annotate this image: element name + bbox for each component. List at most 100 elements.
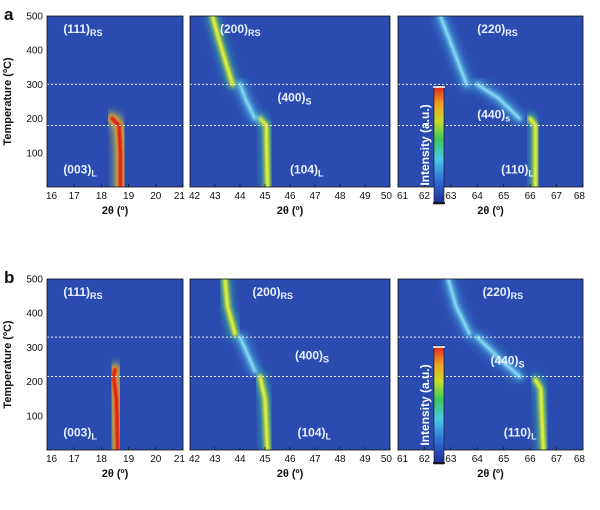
x-tick-label: 16 <box>46 191 58 202</box>
x-tick-label: 42 <box>189 191 201 202</box>
colorbar-label: Intensity (a.u.) <box>418 364 432 445</box>
heatmap-traces <box>219 279 274 450</box>
x-tick-label: 47 <box>309 191 321 202</box>
x-axis-label: 2θ (º) <box>277 205 304 217</box>
y-axis-label: Temperature (ºC) <box>2 320 14 408</box>
heatmap-traces <box>442 279 550 450</box>
x-tick-label: 61 <box>397 191 409 202</box>
heatmap-traces <box>106 279 125 450</box>
heatmap-traces <box>434 16 542 187</box>
heatmap-traces <box>105 16 128 187</box>
trace-core <box>239 83 256 120</box>
x-tick-label: 48 <box>334 454 346 465</box>
trace-core <box>111 367 120 450</box>
y-tick-label: 200 <box>26 377 43 388</box>
peak-annotation: (110)L <box>501 162 534 178</box>
x-tick-label: 66 <box>525 454 537 465</box>
subplot-frame <box>46 278 184 451</box>
colorbar-label: Intensity (a.u.) <box>418 104 432 185</box>
y-tick-label: 300 <box>26 80 43 91</box>
x-tick-label: 19 <box>123 191 135 202</box>
trace-core <box>476 336 521 378</box>
colorbar <box>433 85 445 205</box>
y-tick-label: 300 <box>26 343 43 354</box>
x-tick-label: 19 <box>123 454 135 465</box>
x-tick-label: 47 <box>309 454 321 465</box>
x-tick-label: 17 <box>69 454 81 465</box>
trace-core <box>211 16 234 86</box>
x-tick-label: 46 <box>284 454 296 465</box>
x-tick-label: 62 <box>419 191 431 202</box>
x-tick-label: 67 <box>551 191 563 202</box>
y-tick-label: 500 <box>26 275 43 286</box>
peak-annotation: (400)S <box>295 348 329 364</box>
panel-label: a <box>4 5 14 24</box>
x-tick-label: 64 <box>472 454 484 465</box>
peak-annotation: (110)L <box>504 425 537 441</box>
y-tick-label: 500 <box>26 12 43 23</box>
heatmap-background <box>398 16 583 187</box>
peak-annotation: (200)RS <box>220 22 261 38</box>
x-axis-label: 2θ (º) <box>277 468 304 480</box>
peak-annotation: (400)S <box>278 91 312 107</box>
x-tick-label: 20 <box>150 454 162 465</box>
x-tick-label: 63 <box>445 454 457 465</box>
trace-core <box>239 336 256 373</box>
peak-annotation: (104)L <box>298 425 332 441</box>
x-tick-label: 45 <box>259 454 271 465</box>
trace-core <box>223 279 237 335</box>
trace-core <box>439 16 468 86</box>
y-tick-label: 400 <box>26 46 43 57</box>
x-axis-label: 2θ (º) <box>477 468 504 480</box>
x-axis-label: 2θ (º) <box>102 205 129 217</box>
x-tick-label: 50 <box>381 191 393 202</box>
x-tick-label: 65 <box>498 454 510 465</box>
peak-annotation: (104)L <box>290 162 324 178</box>
x-tick-label: 65 <box>498 191 510 202</box>
x-tick-label: 61 <box>397 454 409 465</box>
trace-core <box>258 375 269 450</box>
peak-annotation: (440)S <box>491 354 525 370</box>
y-tick-label: 400 <box>26 309 43 320</box>
heatmap-background <box>190 279 390 450</box>
trace-core <box>534 378 545 450</box>
y-tick-label: 200 <box>26 114 43 125</box>
x-tick-label: 18 <box>96 191 108 202</box>
x-tick-label: 63 <box>445 191 457 202</box>
panel-label: b <box>4 268 14 287</box>
subplot-frame <box>46 15 184 188</box>
x-tick-label: 62 <box>419 454 431 465</box>
x-tick-label: 68 <box>574 454 586 465</box>
y-tick-label: 100 <box>26 411 43 422</box>
x-tick-label: 49 <box>359 454 371 465</box>
x-tick-label: 46 <box>284 191 296 202</box>
trace-core <box>476 83 521 120</box>
x-tick-label: 17 <box>69 191 81 202</box>
peak-annotation: (111)RS <box>63 285 102 301</box>
heatmap-background <box>398 279 583 450</box>
x-axis-label: 2θ (º) <box>477 205 504 217</box>
peak-annotation: (003)L <box>63 425 97 441</box>
x-tick-label: 43 <box>209 454 221 465</box>
x-tick-label: 66 <box>525 191 537 202</box>
peak-annotation: (220)RS <box>483 285 524 301</box>
x-tick-label: 43 <box>209 191 221 202</box>
x-tick-label: 21 <box>174 191 186 202</box>
x-tick-label: 45 <box>259 191 271 202</box>
y-axis-label: Temperature (ºC) <box>2 57 14 145</box>
x-axis-label: 2θ (º) <box>102 468 129 480</box>
x-tick-label: 49 <box>359 191 371 202</box>
peak-annotation: (111)RS <box>63 22 102 38</box>
colorbar <box>433 345 445 465</box>
x-tick-label: 67 <box>551 454 563 465</box>
x-tick-label: 48 <box>334 191 346 202</box>
x-tick-label: 16 <box>46 454 58 465</box>
peak-annotation: (440)s <box>477 108 510 124</box>
x-tick-label: 44 <box>234 191 246 202</box>
subplot-frame <box>397 15 584 188</box>
y-tick-label: 100 <box>26 148 43 159</box>
trace-core <box>110 116 123 187</box>
peak-annotation: (200)RS <box>253 285 294 301</box>
x-tick-label: 42 <box>189 454 201 465</box>
